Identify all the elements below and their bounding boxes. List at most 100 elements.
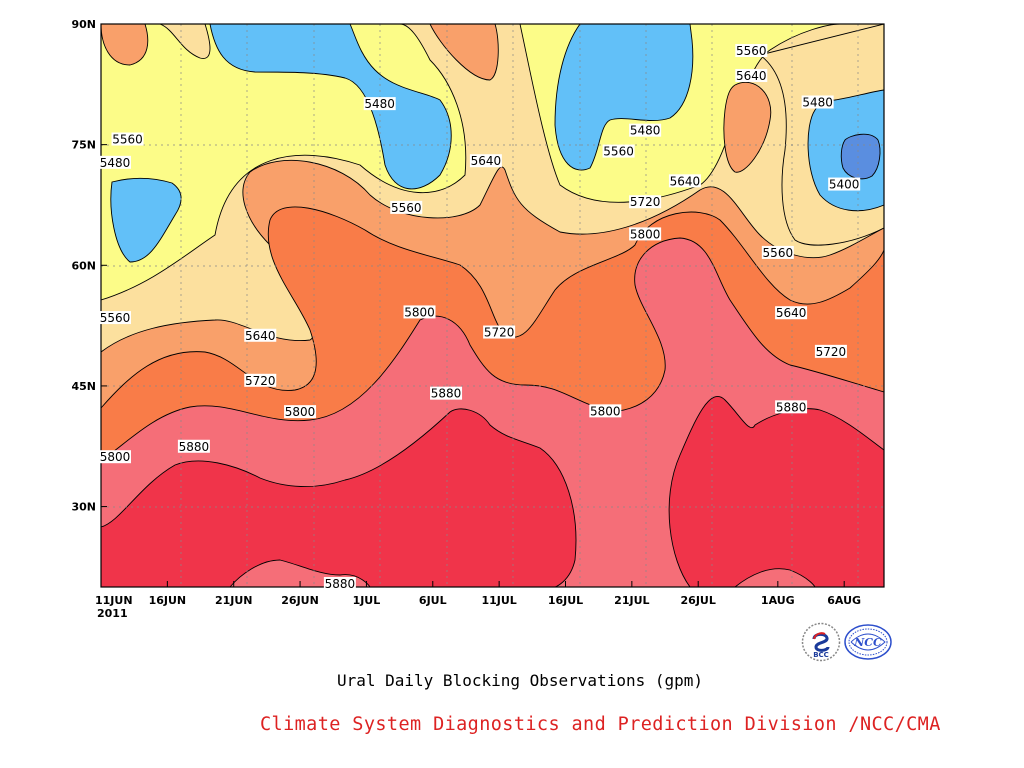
contour-label-box bbox=[430, 386, 463, 400]
contour-label-text: 5480 bbox=[630, 124, 661, 138]
y-tick-label: 90N bbox=[71, 18, 96, 31]
contour-label-box bbox=[828, 177, 861, 191]
x-tick-label: 6JUL bbox=[419, 594, 447, 607]
contour-label-text: 5640 bbox=[245, 329, 276, 343]
contour-label: 5560 bbox=[111, 132, 144, 147]
contour-label-text: 5800 bbox=[100, 450, 131, 464]
contour-label-text: 5480 bbox=[802, 96, 833, 110]
x-year-label: 2011 bbox=[97, 607, 128, 620]
x-tick-label: 16JUL bbox=[548, 594, 583, 607]
band-5400-5480-west bbox=[110, 177, 182, 263]
contour-label: 5800 bbox=[589, 404, 622, 418]
contour-label: 5640 bbox=[735, 68, 768, 83]
contour-label-box bbox=[244, 328, 277, 342]
contour-label-box bbox=[363, 97, 396, 111]
band-5640-5720-island bbox=[723, 82, 772, 173]
contour-label: 5800 bbox=[284, 405, 317, 419]
contour-label: 5560 bbox=[602, 144, 635, 159]
x-tick-label: 11JUL bbox=[481, 594, 516, 607]
contour-label: 5560 bbox=[390, 200, 423, 215]
contour-label: 5400 bbox=[828, 177, 861, 192]
band-5560-5640-top bbox=[159, 24, 211, 59]
contour-label-text: 5560 bbox=[763, 246, 794, 260]
contour-label-text: 5800 bbox=[285, 405, 316, 419]
contour-label-box bbox=[629, 195, 662, 209]
contour-label-box bbox=[111, 132, 144, 146]
band-above-5880-east bbox=[668, 396, 884, 587]
contour-label: 5880 bbox=[430, 386, 463, 401]
contour-label-box bbox=[469, 154, 502, 168]
contour-label-box bbox=[775, 306, 808, 320]
contour-label-text: 5640 bbox=[776, 306, 807, 320]
x-tick-label: 26JUL bbox=[681, 594, 716, 607]
contour-label: 5480 bbox=[629, 123, 662, 138]
contour-label: 5800 bbox=[99, 450, 131, 464]
contour-label: 5480 bbox=[99, 155, 131, 170]
contour-label-box bbox=[99, 450, 131, 464]
contour-label-box bbox=[177, 439, 210, 453]
contour-label-text: 5720 bbox=[245, 374, 276, 388]
x-tick-label: 6AUG bbox=[827, 594, 861, 607]
contour-label-text: 5560 bbox=[112, 133, 143, 147]
ncc-logo-text: NCC bbox=[853, 636, 882, 649]
contour-label-box bbox=[244, 373, 277, 387]
y-tick-label: 45N bbox=[71, 380, 96, 393]
contour-label-text: 5560 bbox=[391, 201, 422, 215]
contour-label-text: 5880 bbox=[776, 400, 807, 414]
contour-label-text: 5640 bbox=[670, 174, 701, 188]
y-tick-label: 30N bbox=[71, 501, 96, 514]
contour-label: 5640 bbox=[775, 306, 808, 320]
contour-label-text: 5880 bbox=[179, 440, 210, 454]
bcc-logo: BCC bbox=[801, 622, 841, 662]
contour-label-box bbox=[801, 95, 834, 109]
contour-label-box bbox=[735, 44, 768, 58]
contour-labels: 5560 5480 5560 5800 5880 5640 5720 5800 5880 5480… bbox=[99, 44, 861, 591]
x-tick-label: 26JUN bbox=[281, 594, 319, 607]
contour-label: 5640 bbox=[244, 328, 277, 343]
contour-label: 5640 bbox=[668, 174, 701, 188]
contour-label-box bbox=[629, 123, 662, 137]
bcc-logo-text: BCC bbox=[813, 651, 829, 659]
x-tick-label: 16JUN bbox=[149, 594, 187, 607]
contour-label: 5720 bbox=[629, 195, 662, 209]
y-axis: 30N 45N 60N 75N 90N bbox=[71, 18, 107, 514]
x-tick-label: 11JUN bbox=[95, 594, 133, 607]
contour-label-box bbox=[668, 174, 701, 188]
contour-label-text: 5640 bbox=[471, 154, 502, 168]
x-tick-label: 21JUN bbox=[215, 594, 253, 607]
contour-label-box bbox=[99, 155, 131, 169]
contour-label: 5640 bbox=[469, 154, 502, 168]
chart-title: Ural Daily Blocking Observations (gpm) bbox=[336, 671, 704, 690]
contour-label-text: 5560 bbox=[100, 311, 131, 325]
contour-label: 5480 bbox=[801, 95, 834, 110]
contour-label: 5800 bbox=[629, 227, 662, 241]
contour-label-box bbox=[99, 311, 131, 325]
band-5800-5880-notch-east bbox=[734, 568, 816, 587]
contour-label-box bbox=[284, 405, 317, 419]
contour-label: 5880 bbox=[177, 439, 210, 454]
band-below-5400 bbox=[840, 133, 881, 180]
contour-label-box bbox=[602, 144, 635, 158]
contour-label-text: 5720 bbox=[484, 326, 515, 340]
y-tick-label: 60N bbox=[71, 259, 96, 272]
contour-label: 5880 bbox=[775, 400, 808, 414]
contour-fill-layer bbox=[101, 24, 884, 587]
contour-label-text: 5800 bbox=[630, 227, 661, 241]
contour-label-text: 5800 bbox=[404, 305, 435, 319]
contour-label-box bbox=[761, 245, 794, 259]
contour-label: 5560 bbox=[735, 44, 768, 58]
contour-label: 5720 bbox=[814, 344, 847, 359]
contour-label-text: 5880 bbox=[431, 387, 462, 401]
contour-label-text: 5560 bbox=[603, 145, 634, 159]
contour-label: 5480 bbox=[363, 97, 396, 111]
x-axis: 11JUN 16JUN 21JUN 26JUN 1JUL 6JUL 11JUL 16JUL 21… bbox=[95, 581, 861, 620]
contour-label: 5720 bbox=[483, 325, 516, 340]
credit-caption: Climate System Diagnostics and Predictio… bbox=[260, 714, 941, 735]
ncc-logo: NCC bbox=[844, 624, 892, 660]
contour-label: 5800 bbox=[403, 305, 436, 319]
contour-label-box bbox=[629, 227, 662, 241]
band-5640-5720-topleft bbox=[101, 24, 149, 66]
contour-label-box bbox=[483, 325, 516, 339]
contour-label: 5720 bbox=[244, 373, 277, 388]
